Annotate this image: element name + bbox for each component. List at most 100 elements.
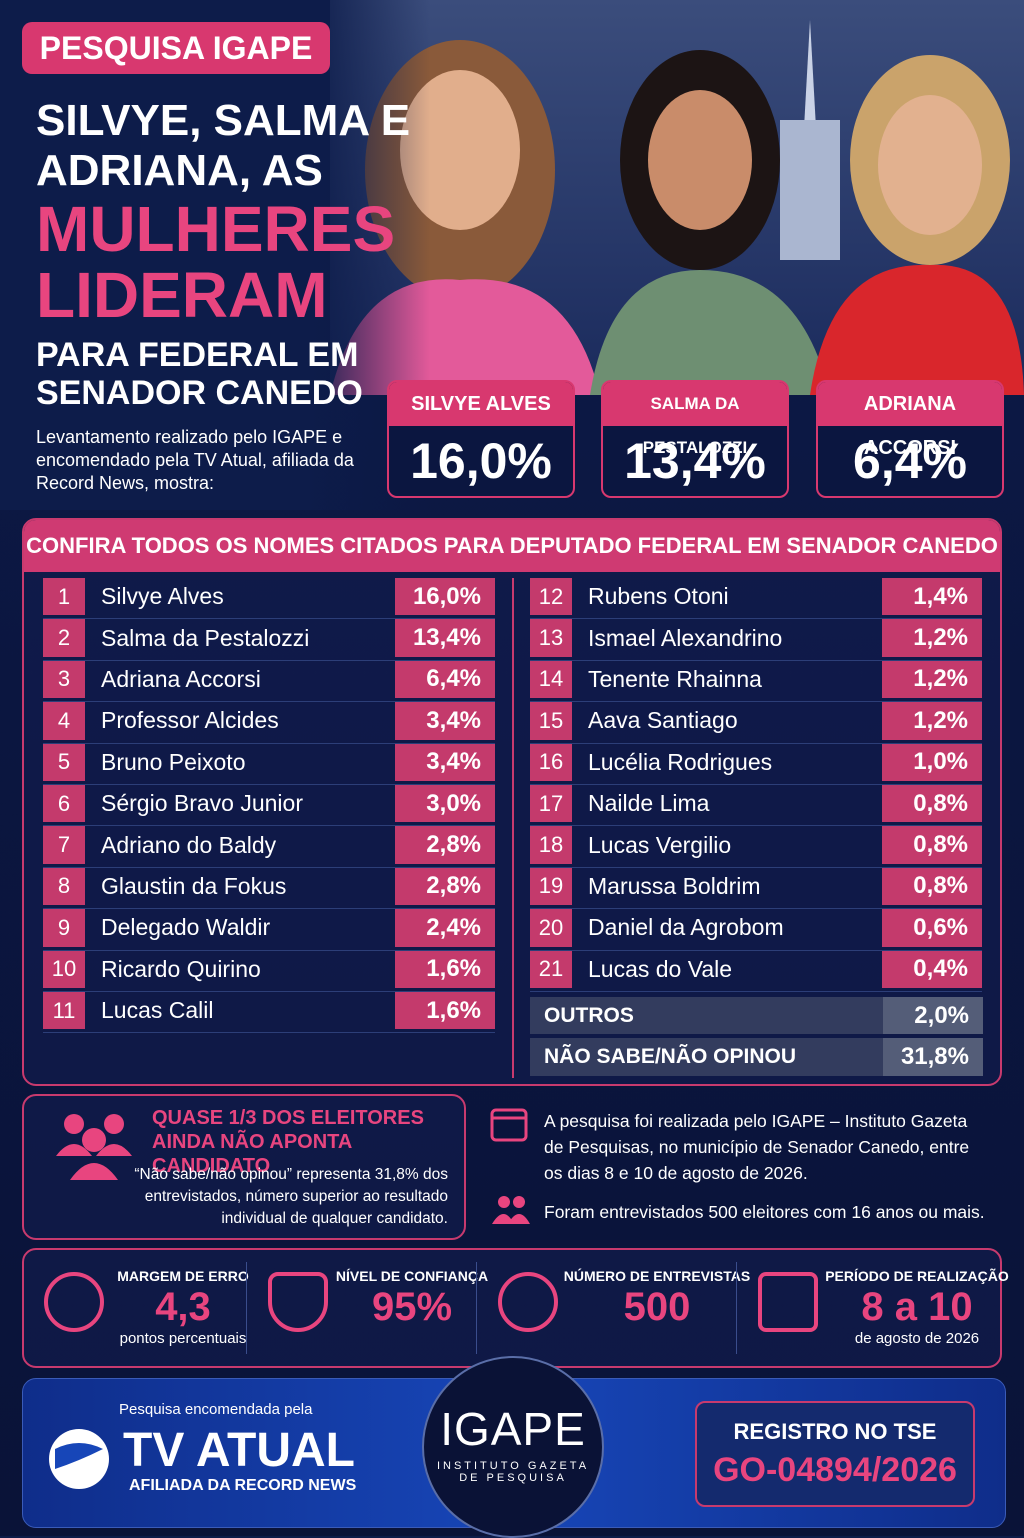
sponsor-sub: AFILIADA DA RECORD NEWS <box>129 1477 357 1494</box>
stat-label: PERÍODO DE REALIZAÇÃO <box>825 1268 1009 1284</box>
row-name: Bruno Peixoto <box>101 748 246 775</box>
stat-note: pontos percentuais <box>119 1330 247 1347</box>
row-name: Marussa Boldrim <box>588 872 761 899</box>
row-value: 16,0% <box>395 578 495 616</box>
row-line <box>530 659 982 661</box>
leader-name: ADRIANA ACCORSI <box>818 382 1002 459</box>
registry: GO-04894/2026 <box>713 1451 957 1489</box>
tv-logo <box>49 1429 109 1489</box>
title-line: ADRIANA, AS <box>36 146 323 195</box>
leader-value: 13,4% <box>624 433 766 489</box>
row-value: 1,2% <box>882 660 982 699</box>
stat-value: 4,3 <box>155 1285 211 1329</box>
highlight-line: MULHERES <box>36 193 396 265</box>
row-name: Adriano do Baldy <box>101 831 277 858</box>
row-line <box>530 866 982 868</box>
intro: Levantamento realizado pelo IGAPE e enco… <box>36 427 354 493</box>
row-value: 3,4% <box>395 743 495 781</box>
row-rank: 5 <box>43 743 85 781</box>
stats-divider <box>476 1262 477 1354</box>
row-line <box>43 701 495 703</box>
row-value: 3,4% <box>395 702 495 740</box>
row-rank: 11 <box>43 992 85 1030</box>
leader-card: SILVYE ALVES 16,0% <box>387 380 575 498</box>
row-value: 0,6% <box>882 909 982 947</box>
row-value: 2,4% <box>395 909 495 947</box>
row-rank: 10 <box>43 950 85 988</box>
row-rank: 8 <box>43 867 85 906</box>
row-rank: 4 <box>43 702 85 740</box>
highlight-line: LIDERAM <box>36 259 328 331</box>
row-name: Nailde Lima <box>588 790 710 817</box>
highlight-text: “Não sabe/não opinou” representa 31,8% d… <box>134 1166 448 1227</box>
subtitle-line: SENADOR CANEDO <box>36 374 363 412</box>
row-line <box>43 949 495 951</box>
row-value: 2,8% <box>395 867 495 906</box>
row-value: 1,6% <box>395 992 495 1030</box>
row-rank: 21 <box>530 950 572 988</box>
row-rank: 16 <box>530 743 572 781</box>
row-rank: 18 <box>530 826 572 864</box>
title-line: SILVYE, SALMA E <box>36 96 411 145</box>
row-rank: 2 <box>43 619 85 657</box>
row-value: 3,0% <box>395 785 495 823</box>
row-rank: 9 <box>43 909 85 947</box>
stat: PERÍODO DE REALIZAÇÃO 8 a 10 de agosto de … <box>822 1268 1012 1347</box>
method-period: A pesquisa foi realizada pelo IGAPE – In… <box>544 1111 970 1183</box>
people-icon <box>56 1114 132 1180</box>
stats-divider <box>736 1262 737 1354</box>
row-name: Delegado Waldir <box>101 914 271 941</box>
row-line <box>530 908 982 910</box>
highlight-box: QUASE 1/3 DOS ELEITORES AINDA NÃO APONTA … <box>22 1094 466 1240</box>
row-name: Adriana Accorsi <box>101 665 261 692</box>
stat-value: 500 <box>623 1285 691 1329</box>
calendar-icon <box>490 1108 528 1142</box>
row-line <box>43 908 495 910</box>
other-value: 2,0% <box>883 997 983 1035</box>
stat-note: de agosto de 2026 <box>854 1330 980 1347</box>
registry-box: REGISTRO NO TSE GO-04894/2026 <box>695 1401 975 1507</box>
row-line <box>530 618 982 620</box>
row-line <box>43 866 495 868</box>
row-rank: 14 <box>530 660 572 699</box>
registry-label: REGISTRO NO TSE <box>733 1419 937 1444</box>
stat-value: 8 a 10 <box>861 1285 973 1329</box>
row-name: Professor Alcides <box>101 707 279 734</box>
row-value: 13,4% <box>395 619 495 657</box>
row-rank: 17 <box>530 785 572 823</box>
subtitle-line: PARA FEDERAL EM <box>36 336 359 374</box>
row-line <box>43 991 495 992</box>
stat-label: NÚMERO DE ENTREVISTAS <box>563 1268 751 1284</box>
row-value: 1,4% <box>882 578 982 616</box>
row-name: Lucas Vergilio <box>588 831 732 858</box>
row-line <box>43 784 495 785</box>
stat-value: 95% <box>371 1285 453 1329</box>
stat: NÍVEL DE CONFIANÇA 95% <box>332 1268 492 1330</box>
row-line <box>43 618 495 620</box>
sponsor-caption: Pesquisa encomendada pela <box>119 1401 313 1418</box>
row-value: 1,2% <box>882 619 982 657</box>
photo-area <box>330 0 1024 395</box>
row-rank: 3 <box>43 660 85 699</box>
row-name: Daniel da Agrobom <box>588 914 784 941</box>
logo: IGAPE <box>440 1403 586 1455</box>
row-rank: 7 <box>43 826 85 864</box>
row-value: 1,6% <box>395 950 495 988</box>
row-line <box>43 1032 495 1034</box>
title: SILVYE, SALMA E ADRIANA, AS MULHERES LIDERA… <box>36 96 416 412</box>
row-name: Tenente Rhainna <box>588 665 762 692</box>
row-name: Lucas Calil <box>101 997 214 1024</box>
table-title: CONFIRA TODOS OS NOMES CITADOS PARA DEPU… <box>24 520 1000 572</box>
row-value: 0,8% <box>882 867 982 906</box>
other-value: 31,8% <box>883 1038 983 1076</box>
row-name: Salma da Pestalozzi <box>101 624 310 651</box>
stat-icon <box>44 1272 104 1332</box>
tag: PESQUISA IGAPE <box>22 22 330 74</box>
row-name: Lucélia Rodrigues <box>588 748 773 775</box>
row-rank: 1 <box>43 578 85 616</box>
row-name: Glaustin da Fokus <box>101 872 287 899</box>
row-line <box>43 742 495 744</box>
row-name: Ismael Alexandrino <box>588 624 783 651</box>
row-name: Silvye Alves <box>101 583 224 610</box>
